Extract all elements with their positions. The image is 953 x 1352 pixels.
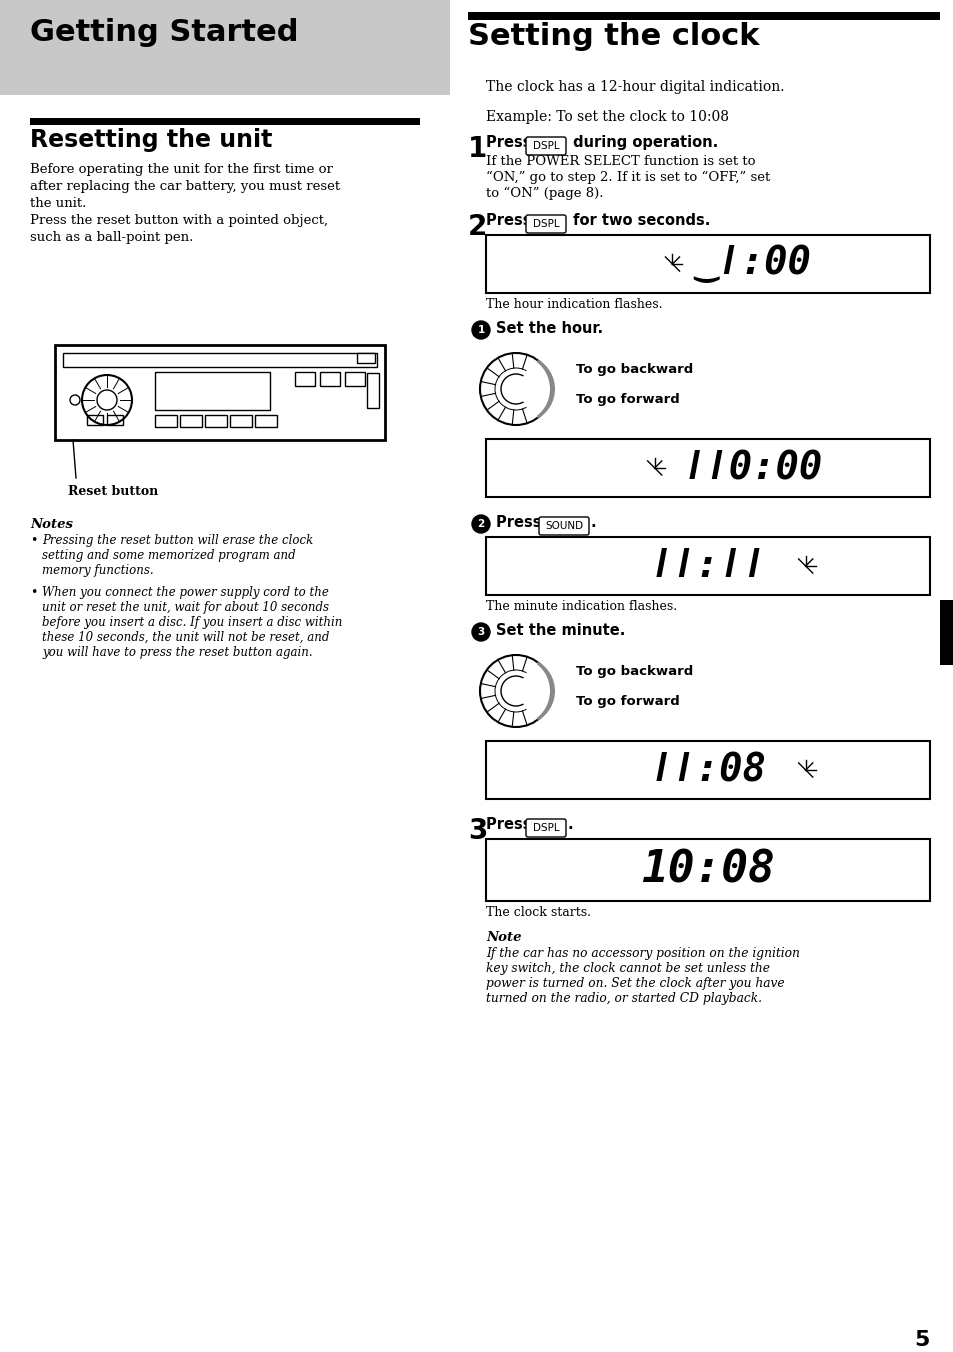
Text: turned on the radio, or started CD playback.: turned on the radio, or started CD playb… bbox=[485, 992, 761, 1005]
Text: power is turned on. Set the clock after you have: power is turned on. Set the clock after … bbox=[485, 977, 783, 990]
Text: 3: 3 bbox=[468, 817, 487, 845]
Text: Press: Press bbox=[485, 817, 536, 831]
Bar bbox=[485, 741, 929, 799]
Bar bbox=[485, 439, 929, 498]
Text: 1: 1 bbox=[468, 135, 487, 164]
Text: 10:08: 10:08 bbox=[640, 849, 774, 891]
Text: “ON,” go to step 2. If it is set to “OFF,” set: “ON,” go to step 2. If it is set to “OFF… bbox=[485, 170, 769, 184]
Text: ǀǀ:08: ǀǀ:08 bbox=[649, 750, 765, 790]
Text: SOUND: SOUND bbox=[544, 521, 582, 531]
Text: Set the minute.: Set the minute. bbox=[496, 623, 625, 638]
Text: 2: 2 bbox=[468, 214, 487, 241]
Text: 5: 5 bbox=[914, 1330, 929, 1351]
Text: to “ON” (page 8).: to “ON” (page 8). bbox=[485, 187, 603, 200]
Text: ǀǀ:ǀǀ: ǀǀ:ǀǀ bbox=[649, 548, 765, 585]
Text: .: . bbox=[567, 817, 573, 831]
Bar bbox=[180, 415, 202, 427]
Bar bbox=[939, 600, 953, 665]
Text: Press: Press bbox=[485, 135, 536, 150]
Text: To go backward: To go backward bbox=[576, 362, 693, 376]
Wedge shape bbox=[520, 661, 555, 721]
Wedge shape bbox=[520, 360, 555, 419]
Text: Getting Started: Getting Started bbox=[30, 18, 298, 47]
Text: before you insert a disc. If you insert a disc within: before you insert a disc. If you insert … bbox=[42, 617, 342, 629]
Text: Before operating the unit for the first time or: Before operating the unit for the first … bbox=[30, 164, 333, 176]
Wedge shape bbox=[516, 661, 550, 721]
Bar bbox=[468, 12, 939, 20]
Text: during operation.: during operation. bbox=[567, 135, 718, 150]
Text: To go forward: To go forward bbox=[576, 695, 679, 708]
Wedge shape bbox=[516, 360, 550, 419]
Text: The clock starts.: The clock starts. bbox=[485, 906, 590, 919]
Bar bbox=[55, 345, 385, 439]
Bar bbox=[30, 118, 419, 124]
Text: •: • bbox=[30, 534, 37, 548]
Text: •: • bbox=[30, 585, 37, 599]
Bar bbox=[345, 372, 365, 387]
Text: 3: 3 bbox=[476, 627, 484, 637]
Text: When you connect the power supply cord to the: When you connect the power supply cord t… bbox=[42, 585, 329, 599]
Text: you will have to press the reset button again.: you will have to press the reset button … bbox=[42, 646, 313, 658]
Text: such as a ball-point pen.: such as a ball-point pen. bbox=[30, 231, 193, 243]
Text: The clock has a 12-hour digital indication.: The clock has a 12-hour digital indicati… bbox=[485, 80, 783, 95]
Text: Setting the clock: Setting the clock bbox=[468, 22, 759, 51]
Bar bbox=[230, 415, 252, 427]
Text: Press: Press bbox=[496, 515, 546, 530]
Text: Notes: Notes bbox=[30, 518, 73, 531]
Bar bbox=[87, 415, 103, 425]
Bar bbox=[107, 415, 123, 425]
Text: Example: To set the clock to 10:08: Example: To set the clock to 10:08 bbox=[485, 110, 728, 124]
Text: Resetting the unit: Resetting the unit bbox=[30, 128, 273, 151]
Text: these 10 seconds, the unit will not be reset, and: these 10 seconds, the unit will not be r… bbox=[42, 631, 329, 644]
Bar bbox=[485, 840, 929, 900]
Bar bbox=[63, 353, 376, 366]
Bar bbox=[254, 415, 276, 427]
Bar bbox=[367, 373, 378, 408]
Text: To go forward: To go forward bbox=[576, 393, 679, 406]
Bar bbox=[0, 0, 450, 95]
Text: DSPL: DSPL bbox=[532, 219, 558, 228]
FancyBboxPatch shape bbox=[525, 215, 565, 233]
Bar bbox=[154, 372, 270, 410]
Bar bbox=[205, 415, 227, 427]
FancyBboxPatch shape bbox=[525, 137, 565, 155]
Text: ǀǀ0:00: ǀǀ0:00 bbox=[681, 449, 821, 487]
Text: Set the hour.: Set the hour. bbox=[496, 320, 602, 337]
Bar bbox=[485, 537, 929, 595]
Text: key switch, the clock cannot be set unless the: key switch, the clock cannot be set unle… bbox=[485, 963, 769, 975]
Text: memory functions.: memory functions. bbox=[42, 564, 153, 577]
Text: .: . bbox=[590, 515, 596, 530]
Bar bbox=[485, 235, 929, 293]
Text: Pressing the reset button will erase the clock: Pressing the reset button will erase the… bbox=[42, 534, 313, 548]
FancyBboxPatch shape bbox=[538, 516, 588, 535]
Bar bbox=[154, 415, 177, 427]
Text: after replacing the car battery, you must reset: after replacing the car battery, you mus… bbox=[30, 180, 340, 193]
Text: The minute indication flashes.: The minute indication flashes. bbox=[485, 600, 677, 612]
Bar bbox=[356, 353, 375, 362]
Text: ‿ǀ:00: ‿ǀ:00 bbox=[693, 245, 810, 284]
Circle shape bbox=[472, 515, 490, 533]
Text: 2: 2 bbox=[476, 519, 484, 529]
Circle shape bbox=[472, 320, 490, 339]
Text: If the car has no accessory position on the ignition: If the car has no accessory position on … bbox=[485, 946, 799, 960]
FancyBboxPatch shape bbox=[525, 819, 565, 837]
Text: Press the reset button with a pointed object,: Press the reset button with a pointed ob… bbox=[30, 214, 328, 227]
Text: setting and some memorized program and: setting and some memorized program and bbox=[42, 549, 295, 562]
Text: Reset button: Reset button bbox=[68, 485, 158, 498]
Text: The hour indication flashes.: The hour indication flashes. bbox=[485, 297, 661, 311]
Text: DSPL: DSPL bbox=[532, 823, 558, 833]
Bar bbox=[319, 372, 339, 387]
Text: for two seconds.: for two seconds. bbox=[567, 214, 710, 228]
Text: To go backward: To go backward bbox=[576, 665, 693, 677]
Text: Press: Press bbox=[485, 214, 536, 228]
Text: unit or reset the unit, wait for about 10 seconds: unit or reset the unit, wait for about 1… bbox=[42, 602, 329, 614]
Text: DSPL: DSPL bbox=[532, 141, 558, 151]
Text: 1: 1 bbox=[476, 324, 484, 335]
Bar bbox=[294, 372, 314, 387]
Text: the unit.: the unit. bbox=[30, 197, 87, 210]
Text: Note: Note bbox=[485, 932, 521, 944]
Circle shape bbox=[472, 623, 490, 641]
Text: If the POWER SELECT function is set to: If the POWER SELECT function is set to bbox=[485, 155, 755, 168]
